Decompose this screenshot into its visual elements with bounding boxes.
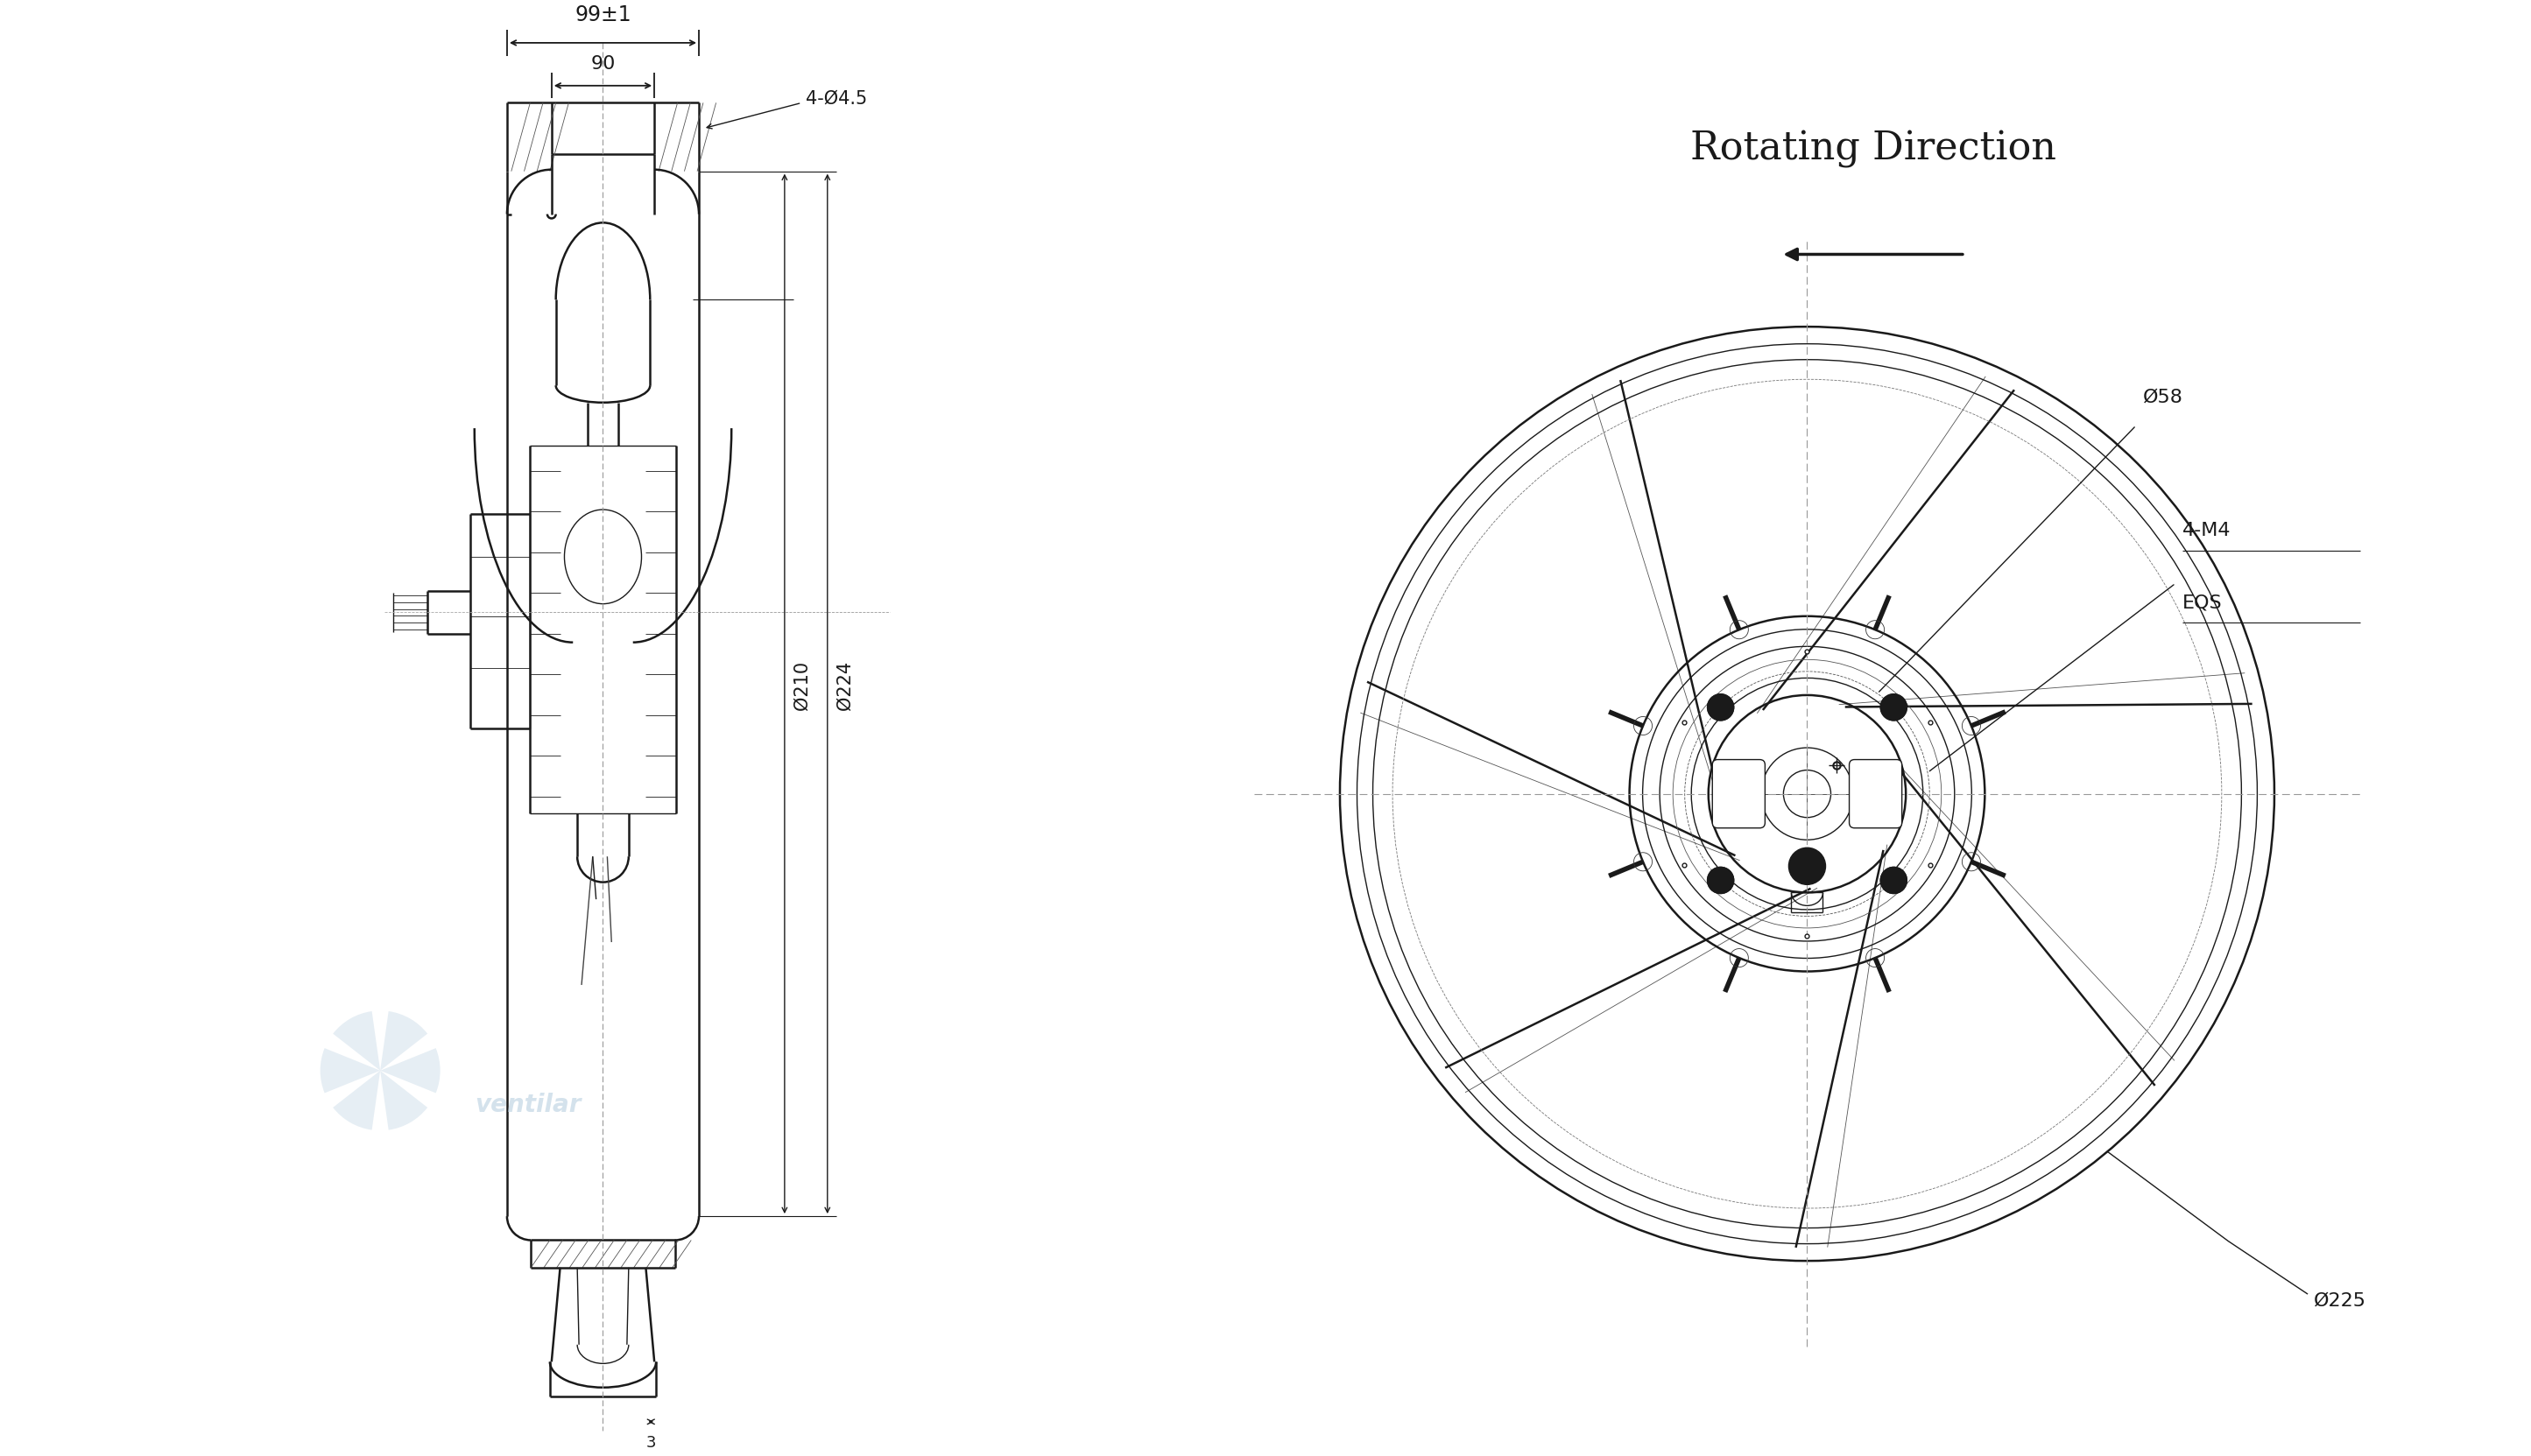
Text: 3: 3: [645, 1434, 656, 1450]
Wedge shape: [380, 1070, 428, 1130]
Wedge shape: [334, 1012, 380, 1070]
Text: 90: 90: [590, 55, 615, 73]
Wedge shape: [321, 1048, 380, 1093]
Text: 99±1: 99±1: [575, 4, 630, 26]
Text: Ø210: Ø210: [792, 661, 810, 709]
Text: ventilar: ventilar: [473, 1092, 580, 1117]
Text: Ø224: Ø224: [835, 661, 853, 709]
Text: Ø58: Ø58: [2144, 389, 2182, 406]
FancyBboxPatch shape: [1713, 760, 1764, 828]
Wedge shape: [334, 1070, 380, 1130]
Circle shape: [1881, 695, 1906, 721]
Circle shape: [1708, 868, 1734, 894]
Text: Rotating Direction: Rotating Direction: [1691, 130, 2055, 167]
Text: EQS: EQS: [2182, 594, 2222, 612]
FancyBboxPatch shape: [1850, 760, 1901, 828]
Text: Ø225: Ø225: [2313, 1291, 2366, 1309]
Wedge shape: [380, 1048, 440, 1093]
Text: 4-Ø4.5: 4-Ø4.5: [805, 90, 868, 108]
Text: 4-M4: 4-M4: [2182, 521, 2230, 539]
Circle shape: [1789, 847, 1825, 885]
Wedge shape: [380, 1012, 428, 1070]
Circle shape: [1708, 695, 1734, 721]
Circle shape: [1881, 868, 1906, 894]
